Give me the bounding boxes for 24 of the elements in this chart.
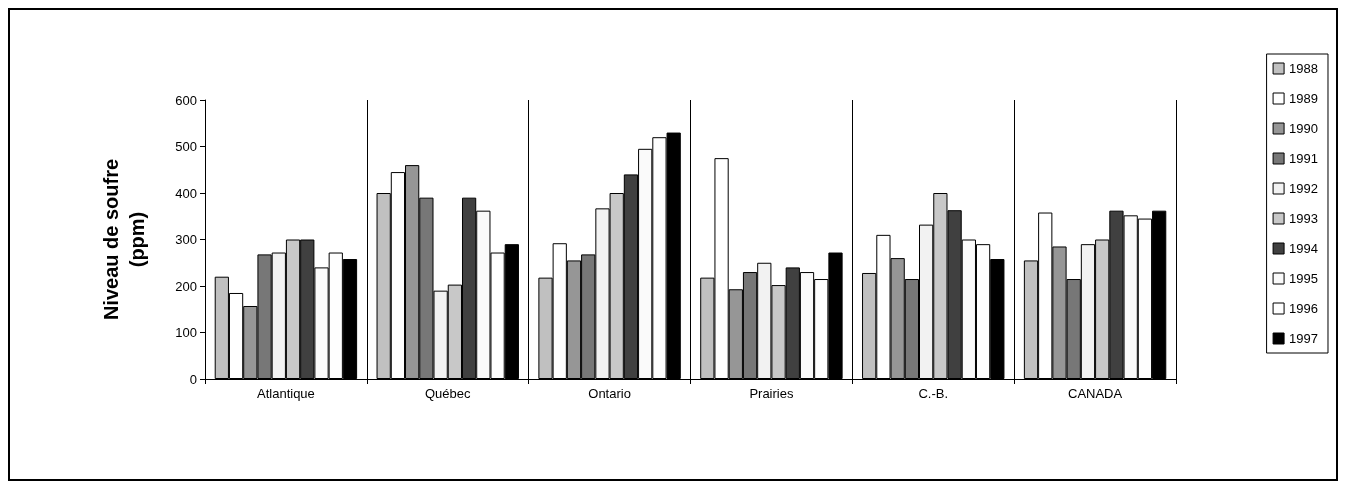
y-axis-title: Niveau de soufre (ppm) (100, 158, 148, 321)
x-tick-label: Atlantique (257, 386, 315, 401)
y-tick-label: 0 (189, 371, 197, 387)
x-tick-label: Ontario (588, 386, 631, 401)
legend-label: 1993 (1289, 211, 1318, 226)
legend-label: 1992 (1289, 181, 1318, 196)
y-tick-label: 300 (175, 232, 197, 247)
legend-label: 1990 (1289, 121, 1318, 136)
y-tick-label: 400 (175, 185, 197, 201)
legend-label: 1997 (1289, 331, 1318, 346)
y-tick-label: 200 (175, 278, 197, 294)
x-tick-label: Prairies (749, 386, 794, 401)
x-tick-label: CANADA (1067, 386, 1123, 401)
legend-label: 1995 (1289, 271, 1318, 286)
legend-label: 1991 (1289, 151, 1318, 166)
x-tick-label: C.-B. (918, 386, 949, 401)
y-tick-label: 600 (175, 92, 197, 108)
legend-label: 1988 (1289, 61, 1318, 76)
legend-label: 1996 (1289, 301, 1318, 316)
y-tick-label: 500 (175, 139, 197, 154)
legend-label: 1989 (1289, 91, 1318, 106)
y-tick-label: 100 (175, 325, 197, 340)
legend-label: 1994 (1289, 241, 1318, 256)
x-tick-label: Québec (424, 386, 472, 401)
